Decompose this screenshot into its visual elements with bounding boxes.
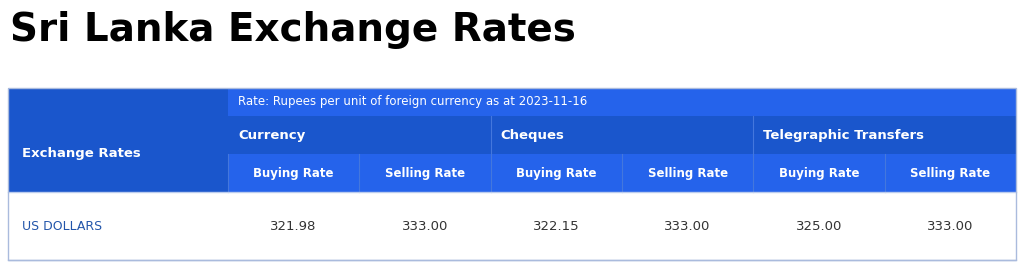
- Text: 322.15: 322.15: [534, 220, 580, 232]
- Text: Selling Rate: Selling Rate: [647, 167, 728, 179]
- Text: Telegraphic Transfers: Telegraphic Transfers: [763, 129, 925, 141]
- Bar: [754, 154, 885, 192]
- Bar: [8, 154, 228, 192]
- Text: Buying Rate: Buying Rate: [516, 167, 597, 179]
- Text: 321.98: 321.98: [270, 220, 316, 232]
- Text: US DOLLARS: US DOLLARS: [22, 220, 102, 232]
- Text: Currency: Currency: [238, 129, 305, 141]
- Text: Selling Rate: Selling Rate: [910, 167, 990, 179]
- Text: Buying Rate: Buying Rate: [778, 167, 859, 179]
- Text: Cheques: Cheques: [501, 129, 564, 141]
- Bar: [8, 88, 1016, 192]
- Text: 333.00: 333.00: [927, 220, 974, 232]
- Bar: [228, 154, 359, 192]
- Text: 333.00: 333.00: [665, 220, 711, 232]
- Text: Exchange Rates: Exchange Rates: [22, 147, 140, 161]
- Text: Rate: Rupees per unit of foreign currency as at 2023-11-16: Rate: Rupees per unit of foreign currenc…: [238, 95, 587, 108]
- Bar: [490, 116, 754, 154]
- Text: 333.00: 333.00: [401, 220, 449, 232]
- Bar: [490, 154, 622, 192]
- Bar: [228, 116, 490, 154]
- Text: Sri Lanka Exchange Rates: Sri Lanka Exchange Rates: [10, 11, 575, 49]
- Bar: [885, 154, 1016, 192]
- Bar: [8, 116, 228, 154]
- Text: Buying Rate: Buying Rate: [253, 167, 334, 179]
- Text: Selling Rate: Selling Rate: [385, 167, 465, 179]
- Bar: [8, 88, 1016, 260]
- Bar: [8, 192, 1016, 260]
- Text: 325.00: 325.00: [796, 220, 842, 232]
- Bar: [228, 88, 1016, 116]
- Bar: [359, 154, 490, 192]
- Bar: [754, 116, 1016, 154]
- Bar: [622, 154, 754, 192]
